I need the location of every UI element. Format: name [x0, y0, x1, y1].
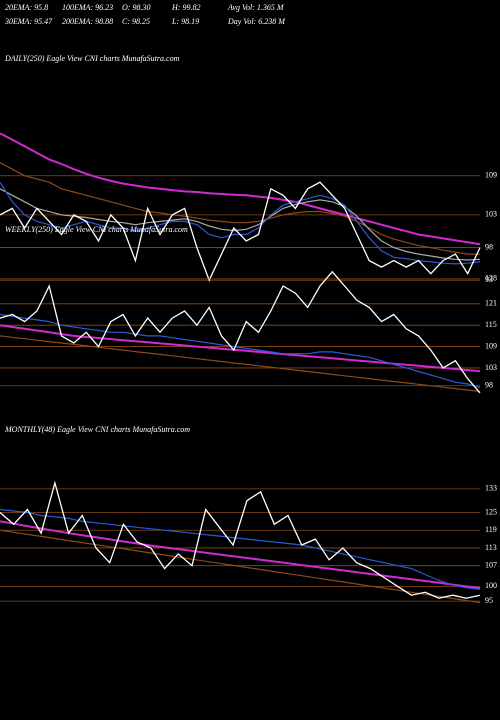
y-tick-label: 109	[485, 171, 497, 180]
y-tick-label: 133	[485, 484, 497, 493]
price-line	[0, 508, 481, 590]
price-line	[0, 520, 481, 590]
header-stat: Avg Vol: 1.365 M	[227, 3, 285, 12]
y-tick-label: 113	[485, 543, 497, 552]
header-stat: L: 98.19	[171, 17, 199, 26]
y-tick-label: 119	[485, 525, 497, 534]
y-tick-label: 103	[485, 363, 497, 372]
price-line	[0, 270, 481, 394]
header-stat: 200EMA: 98.88	[62, 17, 113, 26]
y-tick-label: 115	[485, 320, 497, 329]
header-stat: C: 98.25	[122, 17, 150, 26]
y-tick-label: 98	[485, 242, 493, 251]
price-line	[0, 335, 481, 393]
price-line	[0, 324, 481, 373]
price-line	[0, 480, 481, 599]
y-tick-label: 121	[485, 299, 497, 308]
y-tick-label: 103	[485, 210, 497, 219]
y-tick-label: 93	[485, 275, 493, 284]
header-stat: 30EMA: 95.47	[4, 17, 53, 26]
header-stat: Day Vol: 6.238 M	[227, 17, 286, 26]
price-line	[0, 181, 481, 282]
y-tick-label: 100	[485, 581, 497, 590]
panel-title: MONTHLY(48) Eagle View CNI charts Munafa…	[4, 425, 190, 434]
y-tick-label: 109	[485, 341, 497, 350]
header-stat: 20EMA: 95.8	[5, 3, 48, 12]
price-line	[0, 162, 480, 255]
y-tick-label: 98	[485, 381, 493, 390]
price-line	[0, 529, 481, 604]
header-stat: 100EMA: 96.23	[62, 3, 113, 12]
y-tick-label: 107	[485, 561, 497, 570]
y-tick-label: 125	[485, 507, 497, 516]
panel-title: WEEKLY(250) Eagle View CNI charts Munafa…	[5, 225, 188, 234]
header-stat: H: 99.82	[171, 3, 200, 12]
header-stat: O: 98.30	[122, 3, 150, 12]
y-tick-label: 128	[485, 274, 497, 283]
y-tick-label: 95	[485, 596, 493, 605]
price-line	[0, 188, 481, 261]
price-line	[0, 313, 481, 389]
panel-title: DAILY(250) Eagle View CNI charts MunafaS…	[4, 54, 180, 63]
price-line	[0, 132, 481, 246]
